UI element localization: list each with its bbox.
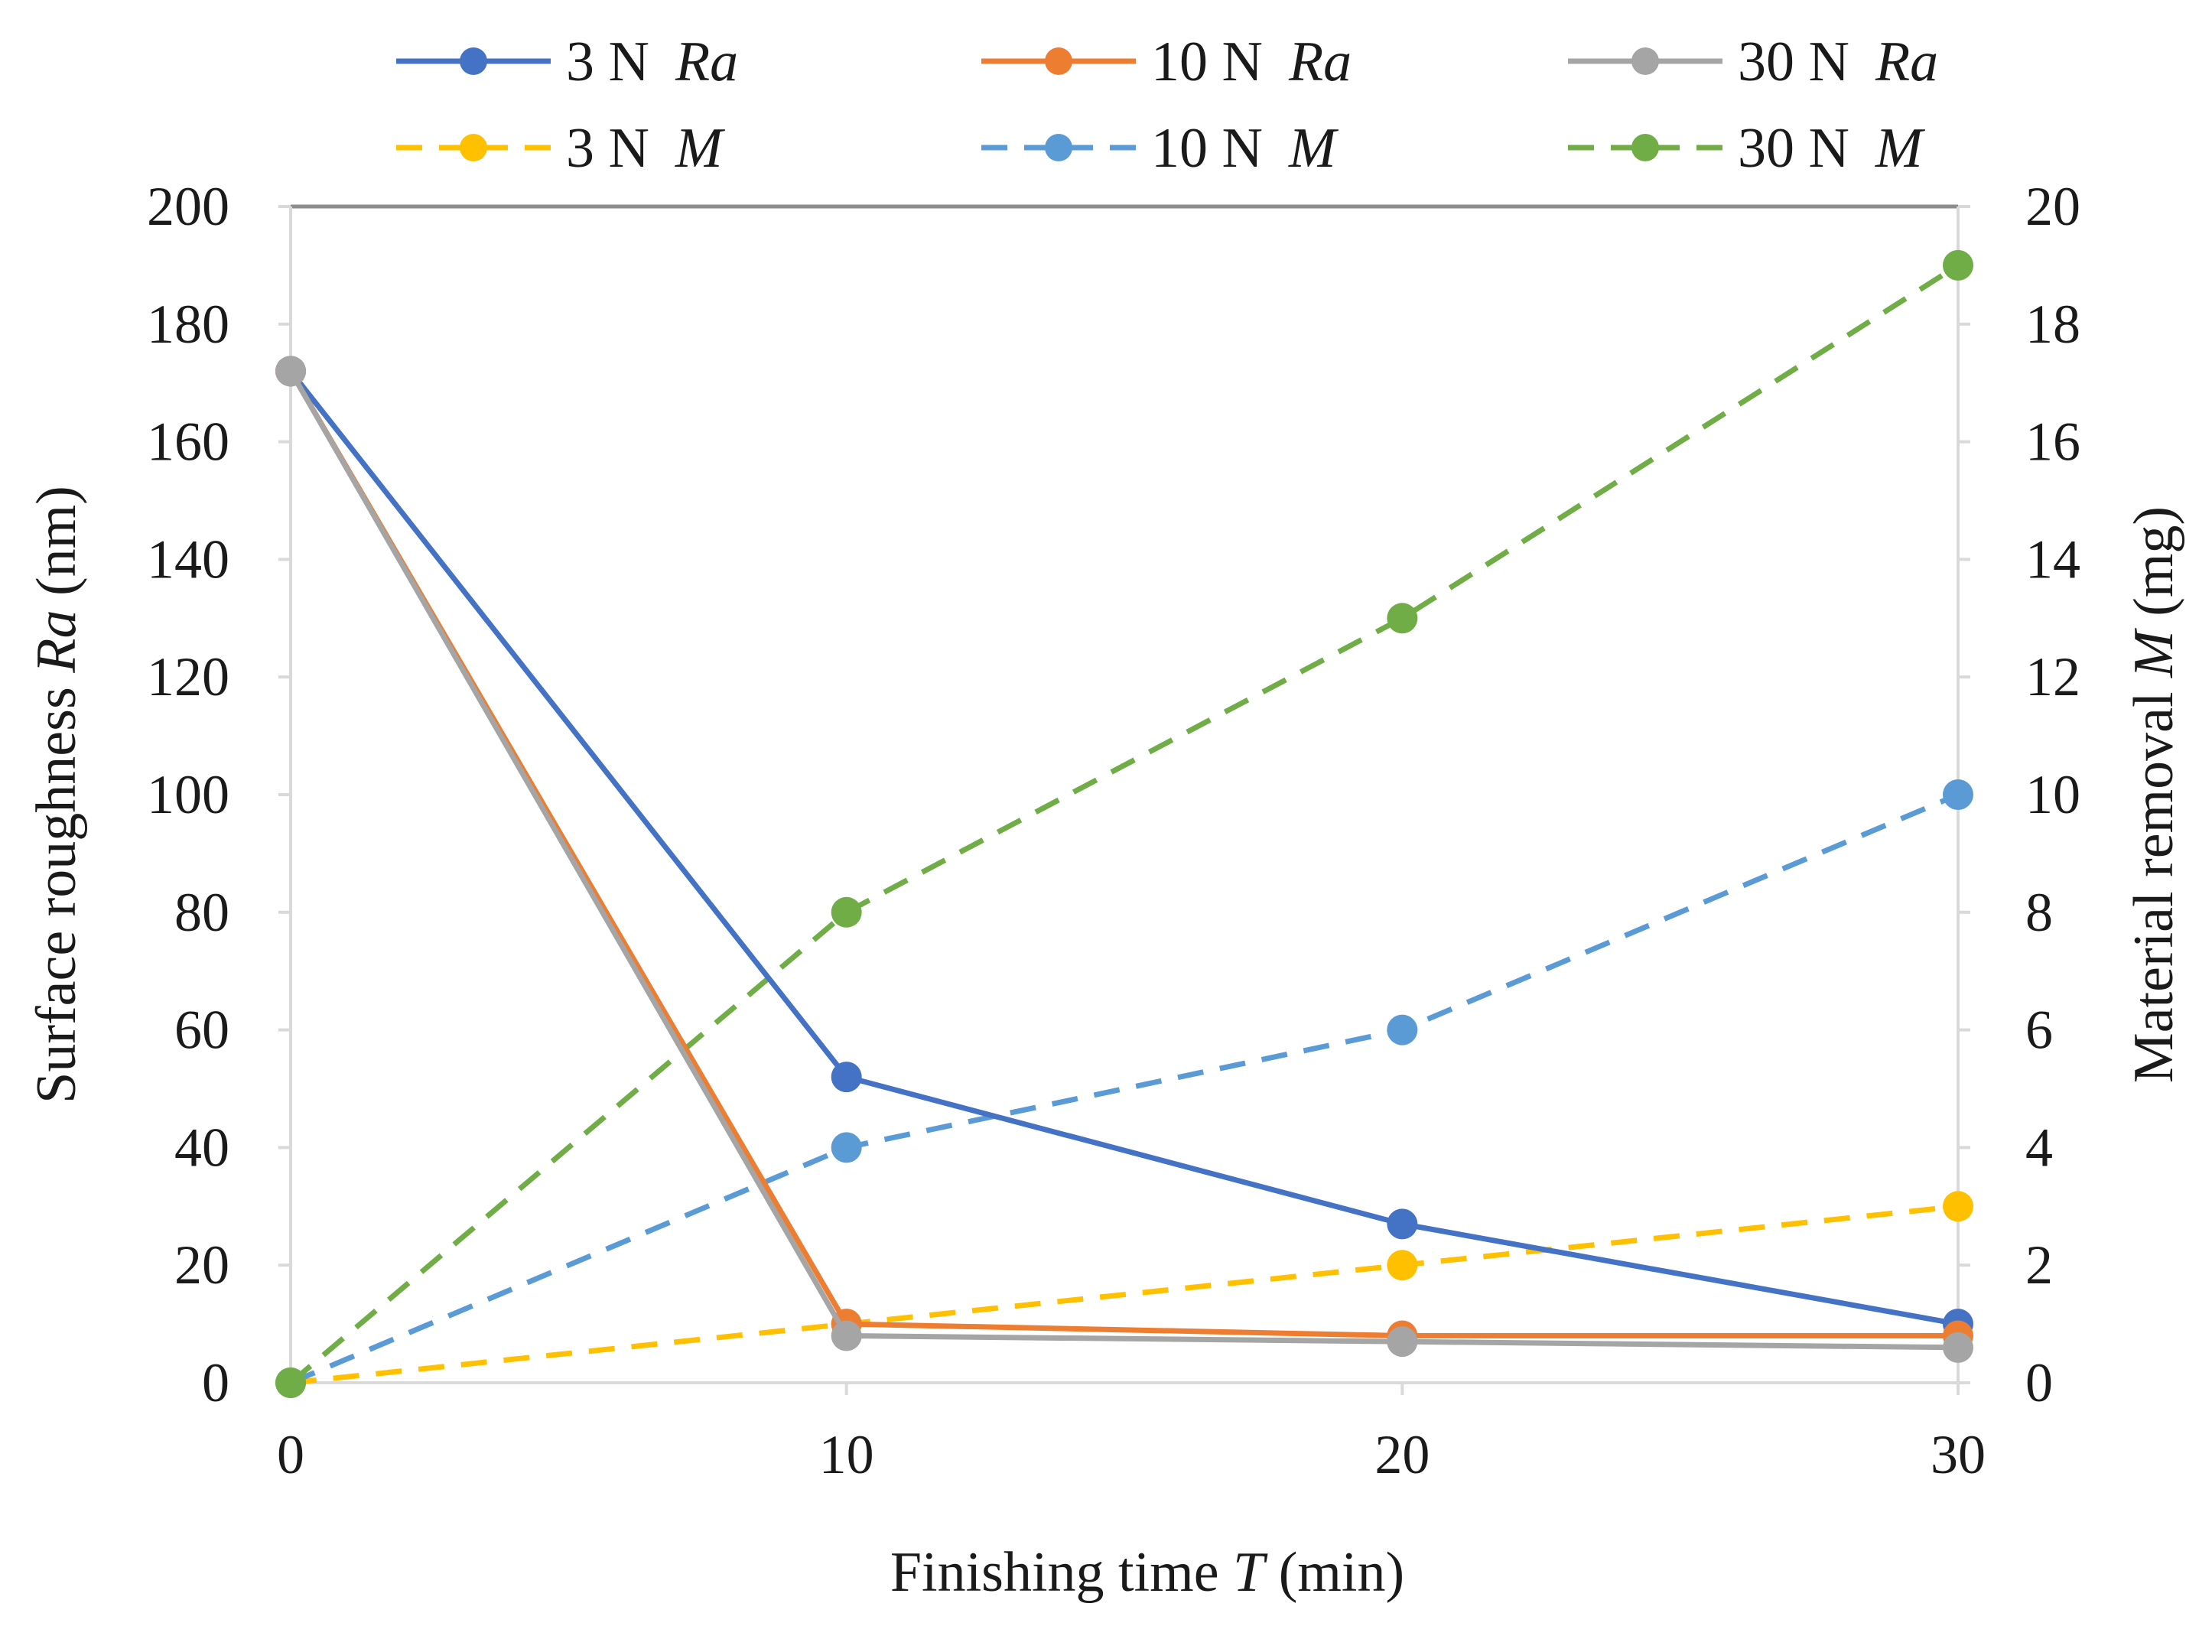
y-right-axis-title-unit: (mg): [2123, 506, 2185, 616]
y-left-axis-title-var: Ra: [25, 610, 88, 674]
series-line-3n-m: [290, 1203, 1959, 1386]
y-left-tick-label: 40: [174, 1117, 229, 1178]
legend-swatch-marker: [460, 47, 487, 75]
data-point-30n-ra: [1387, 1326, 1418, 1358]
data-point-30n-m: [831, 896, 862, 928]
data-point-10n-m: [831, 1132, 862, 1163]
y-right-tick-label: 4: [2025, 1117, 2053, 1178]
legend-label-name: 3 N: [566, 31, 649, 93]
legend-swatch-marker: [1045, 47, 1072, 75]
y-right-axis-title-text: Material removal: [2123, 691, 2185, 1083]
legend-label-3n-ra: 3 N Ra: [566, 31, 738, 93]
y-left-tick-label: 140: [147, 528, 229, 590]
y-right-tick-label: 6: [2025, 1000, 2053, 1061]
legend-label-name: 10 N: [1151, 31, 1263, 93]
legend-entry-10n-m: 10 N M: [981, 117, 1339, 180]
series-line-10n-m: [289, 792, 1960, 1386]
data-point-3n-ra: [831, 1062, 862, 1093]
data-point-30n-m: [275, 1367, 306, 1398]
legend-label-3n-m: 3 N M: [566, 117, 726, 180]
data-point-30n-m: [1387, 603, 1418, 634]
y-right-tick-label: 8: [2025, 882, 2053, 943]
x-tick-label: 0: [277, 1424, 304, 1485]
x-axis-title-var: T: [1233, 1541, 1268, 1604]
y-left-tick-label: 0: [202, 1352, 229, 1413]
y-right-tick-label: 0: [2025, 1352, 2053, 1413]
y-left-axis-title-unit: (nm): [25, 486, 88, 596]
legend: 3 N Ra 10 N Ra 30 N Ra 3 N M 10 N M 30 N M: [396, 31, 1938, 180]
legend-entry-3n-m: 3 N M: [396, 117, 726, 180]
x-axis-title-unit: (min): [1279, 1541, 1404, 1604]
legend-label-name: 10 N: [1151, 117, 1263, 180]
legend-swatch-marker: [460, 134, 487, 161]
y-right-tick-label: 16: [2025, 411, 2080, 473]
legend-label-var: Ra: [675, 31, 738, 93]
legend-label-var: Ra: [1288, 31, 1352, 93]
legend-label-name: 30 N: [1738, 117, 1849, 180]
data-point-30n-ra: [1943, 1332, 1973, 1363]
data-point-30n-m: [1943, 249, 1973, 281]
y-left-tick-label: 180: [147, 294, 229, 355]
legend-label-30n-m: 30 N M: [1738, 117, 1926, 180]
legend-swatch-marker: [1045, 134, 1072, 161]
legend-entry-10n-ra: 10 N Ra: [981, 31, 1352, 93]
y-right-tick-label: 2: [2025, 1234, 2053, 1296]
y-left-tick-label: 200: [147, 176, 229, 237]
y-left-axis-ticks: 0 20 40 60 80 100 120 140 160 180 200: [147, 176, 291, 1413]
y-right-tick-label: 18: [2025, 294, 2080, 355]
data-point-30n-ra: [831, 1320, 862, 1351]
legend-label-10n-m: 10 N M: [1151, 117, 1339, 180]
legend-entry-30n-ra: 30 N Ra: [1568, 31, 1938, 93]
y-right-tick-label: 14: [2025, 528, 2080, 590]
x-axis-ticks: 0 10 20 30: [277, 1383, 1986, 1485]
y-left-tick-label: 100: [147, 764, 229, 825]
y-left-tick-label: 120: [147, 646, 229, 707]
data-point-3n-ra: [1387, 1208, 1418, 1240]
data-point-3n-m: [1943, 1191, 1973, 1222]
data-point-3n-m: [1387, 1250, 1418, 1281]
legend-label-var: Ra: [1875, 31, 1938, 93]
legend-swatch-marker: [1631, 47, 1659, 75]
series-line-3n-ra: [288, 369, 1959, 1327]
y-left-tick-label: 160: [147, 411, 229, 473]
y-right-tick-label: 20: [2025, 176, 2080, 237]
x-tick-label: 30: [1931, 1424, 1986, 1485]
legend-label-var: M: [1288, 117, 1339, 180]
x-tick-label: 20: [1374, 1424, 1430, 1485]
y-left-axis-title: Surface roughness Ra (nm): [25, 486, 88, 1104]
data-point-10n-m: [1387, 1014, 1418, 1046]
x-axis-title: Finishing time T (min): [890, 1541, 1404, 1604]
legend-label-name: 30 N: [1738, 31, 1849, 93]
legend-entry-30n-m: 30 N M: [1568, 117, 1926, 180]
legend-entry-3n-ra: 3 N Ra: [396, 31, 738, 93]
series-line-30n-m: [288, 262, 1960, 1385]
legend-label-var: M: [675, 117, 726, 180]
data-point-10n-m: [1943, 779, 1973, 810]
y-right-axis-ticks: 0 2 4 6 8 10 12 14 16 18 20: [1958, 176, 2080, 1413]
y-left-tick-label: 20: [174, 1234, 229, 1296]
series-layer: [275, 249, 1973, 1398]
legend-label-name: 3 N: [566, 117, 649, 180]
series-30n-ra: [275, 356, 1973, 1363]
legend-label-10n-ra: 10 N Ra: [1151, 31, 1352, 93]
legend-swatch-marker: [1631, 134, 1659, 161]
series-line-30n-ra: [288, 369, 1959, 1351]
y-right-axis-title-var: M: [2123, 627, 2185, 678]
y-left-tick-label: 60: [174, 1000, 229, 1061]
y-right-axis-title: Material removal M (mg): [2123, 506, 2185, 1083]
legend-label-30n-ra: 30 N Ra: [1738, 31, 1938, 93]
x-axis-title-text: Finishing time: [890, 1541, 1219, 1604]
series-30n-m: [275, 249, 1973, 1398]
y-right-tick-label: 10: [2025, 764, 2080, 825]
y-right-tick-label: 12: [2025, 646, 2080, 707]
data-point-30n-ra: [275, 356, 306, 387]
legend-label-var: M: [1875, 117, 1926, 180]
series-line-10n-ra: [288, 369, 1958, 1338]
x-tick-label: 10: [819, 1424, 874, 1485]
y-left-axis-title-text: Surface roughness: [25, 687, 88, 1104]
y-left-tick-label: 80: [174, 882, 229, 943]
